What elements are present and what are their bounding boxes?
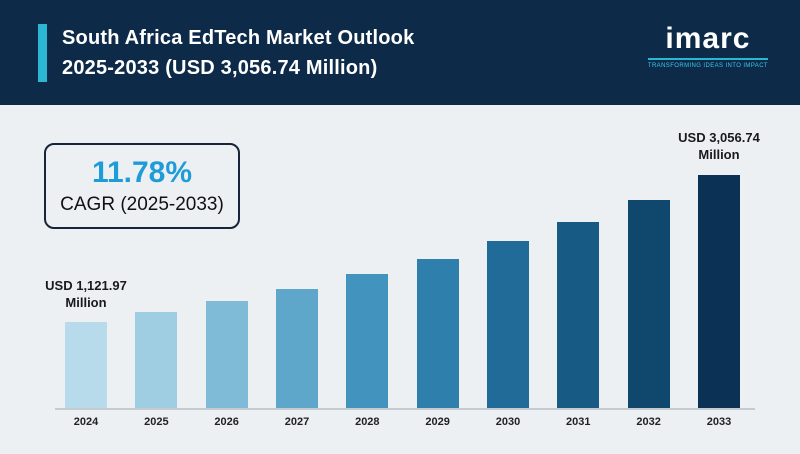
page-title: South Africa EdTech Market Outlook 2025-… (62, 23, 414, 83)
first-bar-value-label: USD 1,121.97 Million (16, 278, 156, 312)
header: South Africa EdTech Market Outlook 2025-… (0, 0, 800, 105)
bar-column: 2025 (135, 312, 178, 428)
cagr-box: 11.78% CAGR (2025-2033) (44, 143, 240, 229)
x-tick-label: 2024 (73, 416, 99, 428)
last-bar-value-line1: USD 3,056.74 (678, 130, 760, 146)
imarc-logo-tagline: TRANSFORMING IDEAS INTO IMPACT (647, 63, 768, 69)
imarc-logo: imarc TRANSFORMING IDEAS INTO IMPACT (647, 22, 768, 69)
first-bar-value-line1: USD 1,121.97 (45, 278, 127, 294)
first-bar-value-line2: Million (65, 295, 107, 311)
bar-column: 2033 (697, 175, 740, 428)
x-tick-label: 2027 (284, 416, 310, 428)
x-tick-label: 2028 (355, 416, 380, 428)
bar-column: 2032 (627, 200, 670, 428)
bar-2033 (697, 175, 740, 408)
x-tick-label: 2030 (495, 416, 521, 428)
x-tick-label: 2029 (425, 416, 450, 428)
x-tick-label: 2025 (144, 416, 169, 428)
bar-2028 (346, 274, 389, 408)
bar-2025 (135, 312, 178, 408)
title-accent-bar (38, 23, 47, 82)
bar-column: 2030 (486, 241, 529, 428)
last-bar-value-line2: Million (698, 147, 740, 163)
x-tick-label: 2033 (706, 416, 732, 428)
bar-2024 (65, 322, 107, 408)
cagr-value: 11.78% (91, 156, 193, 189)
last-bar-value-label: USD 3,056.74 Million (645, 130, 793, 164)
bar-2027 (275, 289, 318, 408)
bar-column: 2028 (346, 274, 389, 428)
x-axis-line (55, 408, 755, 410)
bar-column: 2024 (65, 322, 107, 428)
cagr-label: CAGR (2025-2033) (60, 194, 224, 215)
imarc-logo-rule (647, 58, 768, 60)
bar-2030 (486, 241, 529, 408)
page-title-line1: South Africa EdTech Market Outlook (62, 26, 415, 49)
imarc-logo-text: imarc (665, 22, 751, 55)
bar-column: 2026 (205, 301, 248, 428)
bar-2031 (557, 222, 600, 408)
bar-2032 (627, 200, 670, 408)
bar-column: 2029 (416, 259, 459, 428)
bar-column: 2031 (557, 222, 600, 428)
chart-area: 11.78% CAGR (2025-2033) USD 1,121.97 Mil… (0, 105, 800, 454)
bar-2029 (416, 259, 459, 408)
x-tick-label: 2031 (566, 416, 591, 428)
bar-chart: 2024 2025 2026 2027 2028 2029 2030 2031 2032 2033 (65, 163, 740, 428)
x-tick-label: 2032 (636, 416, 661, 428)
x-tick-label: 2026 (214, 416, 239, 428)
bar-2026 (205, 301, 248, 408)
page-title-line2: 2025-2033 (USD 3,056.74 Million) (62, 56, 378, 79)
bar-column: 2027 (275, 289, 318, 428)
